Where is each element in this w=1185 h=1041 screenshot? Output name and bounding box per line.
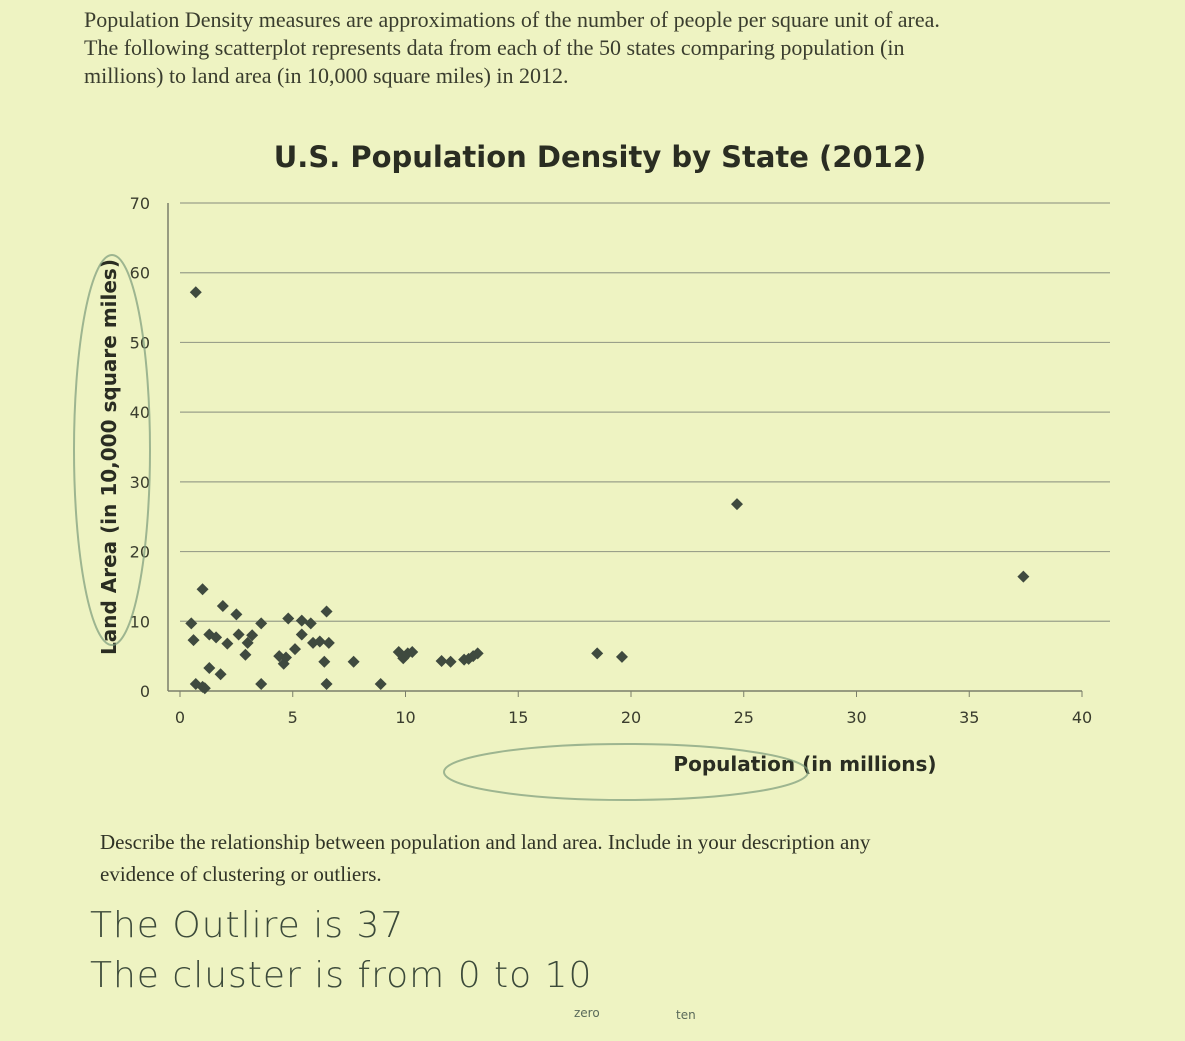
data-point-31	[320, 678, 333, 691]
data-point-15	[239, 648, 252, 661]
data-point-13	[230, 608, 243, 621]
intro-text: Population Density measures are approxim…	[84, 6, 1164, 90]
data-point-47	[1017, 570, 1030, 583]
data-point-40	[435, 655, 448, 668]
data-point-18	[255, 678, 268, 691]
data-point-48	[444, 655, 457, 668]
y-tick-label-20: 20	[130, 543, 150, 562]
data-point-2	[187, 634, 200, 647]
y-tick-labels: 0 10 20 30 40 50 60 70	[130, 194, 150, 701]
data-point-10	[214, 668, 227, 681]
x-tick-label-15: 15	[508, 708, 528, 727]
answer-line-1: The Outlire is 37	[90, 905, 405, 946]
data-point-14	[232, 628, 245, 641]
data-point-23	[282, 612, 295, 625]
y-tick-label-60: 60	[130, 264, 150, 283]
data-point-1	[185, 617, 198, 630]
data-point-8	[203, 661, 216, 674]
data-point-44	[591, 647, 604, 660]
axes	[167, 203, 1082, 692]
data-point-11	[216, 599, 229, 612]
data-point-46	[730, 498, 743, 511]
data-point-7	[196, 680, 209, 693]
note-zero: zero	[574, 1006, 600, 1020]
x-tick-label-0: 0	[175, 708, 185, 727]
y-tick-label-40: 40	[130, 403, 150, 422]
answer-line-2: The cluster is from 0 to 10	[90, 955, 593, 996]
y-axis-label: Land Area (in 10,000 square miles)	[97, 259, 121, 655]
x-tick-label-20: 20	[621, 708, 641, 727]
x-tick-label-35: 35	[959, 708, 979, 727]
data-point-45	[615, 650, 628, 663]
x-tick-label-5: 5	[288, 708, 298, 727]
question-line-1: Describe the relationship between popula…	[100, 830, 871, 854]
y-tick-label-50: 50	[130, 333, 150, 352]
data-point-9	[210, 631, 223, 644]
data-point-22	[279, 651, 292, 664]
data-point-0	[189, 286, 202, 299]
data-point-24	[289, 643, 302, 656]
y-tick-label-30: 30	[130, 473, 150, 492]
chart-title: U.S. Population Density by State (2012)	[273, 140, 927, 174]
y-tick-label-0: 0	[140, 682, 150, 701]
data-point-39	[406, 645, 419, 658]
data-point-19	[255, 617, 268, 630]
intro-line-2: The following scatterplot represents dat…	[84, 35, 905, 60]
data-point-34	[347, 655, 360, 668]
ylabel-circle-annotation	[73, 254, 151, 646]
question-line-2: evidence of clustering or outliers.	[100, 862, 382, 886]
x-tick-label-10: 10	[395, 708, 415, 727]
note-ten: ten	[676, 1008, 696, 1022]
data-point-25	[295, 614, 308, 627]
x-tick-label-30: 30	[846, 708, 866, 727]
x-tick-label-40: 40	[1072, 708, 1092, 727]
data-point-27	[304, 617, 317, 630]
data-point-49	[467, 650, 480, 663]
xlabel-circle-annotation	[443, 743, 809, 801]
data-point-29	[313, 635, 326, 648]
data-point-4	[196, 583, 209, 596]
intro-line-3: millions) to land area (in 10,000 square…	[84, 63, 569, 88]
y-tick-label-10: 10	[130, 612, 150, 631]
data-point-16	[241, 636, 254, 649]
x-tick-labels: 0 5 10 15 20 25 30 35 40	[175, 691, 1092, 727]
y-tick-label-70: 70	[130, 194, 150, 213]
data-point-32	[320, 605, 333, 618]
question-text: Describe the relationship between popula…	[100, 826, 1100, 890]
data-point-12	[221, 637, 234, 650]
data-point-33	[322, 636, 335, 649]
gridlines	[180, 202, 1110, 622]
data-points	[185, 286, 1030, 695]
data-point-26	[295, 628, 308, 641]
data-point-35	[374, 678, 387, 691]
data-point-17	[246, 629, 259, 642]
x-axis-label: Population (in millions)	[673, 752, 936, 776]
intro-line-1: Population Density measures are approxim…	[84, 7, 940, 32]
data-point-30	[318, 655, 331, 668]
x-tick-label-25: 25	[734, 708, 754, 727]
